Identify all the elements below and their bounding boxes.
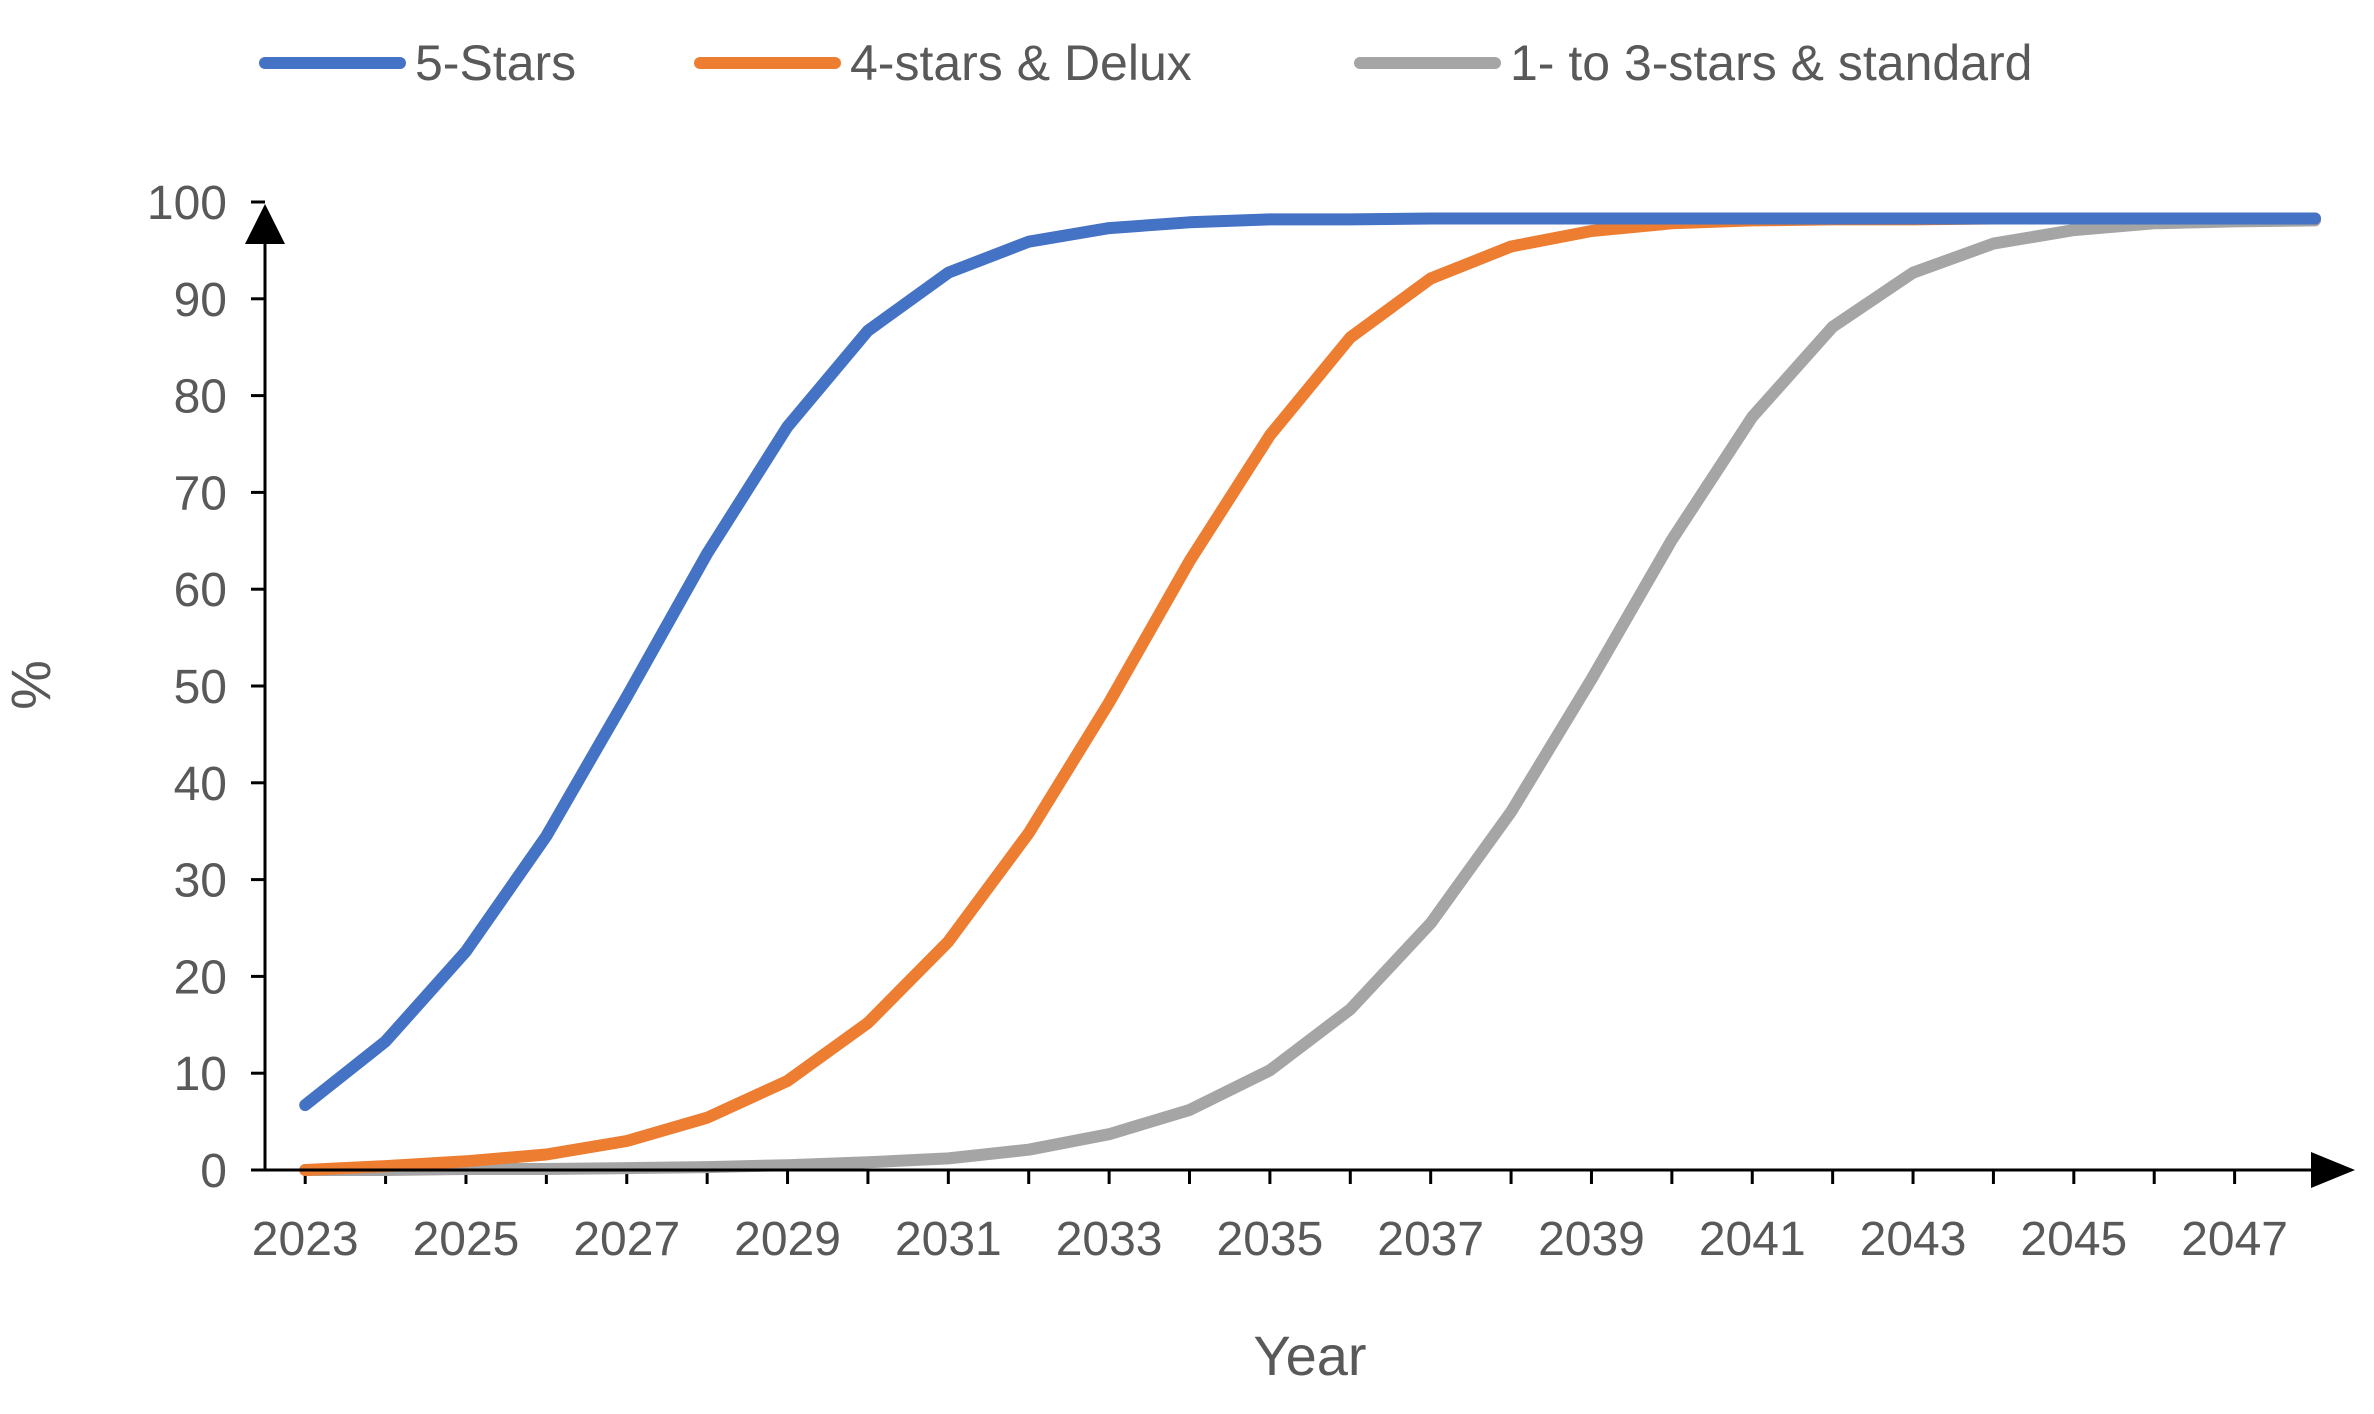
y-tick-label: 70 (174, 467, 227, 520)
x-tick-label: 2033 (1056, 1213, 1163, 1266)
y-tick-label: 10 (174, 1048, 227, 1101)
y-tick-label: 90 (174, 274, 227, 327)
x-tick-label: 2035 (1217, 1213, 1324, 1266)
x-axis-arrow-icon (2311, 1152, 2355, 1188)
legend-item-3: 1- to 3-stars & standard (1354, 35, 2032, 91)
series-layer (299, 212, 2321, 1176)
x-tick-label: 2031 (895, 1213, 1002, 1266)
y-tick-label: 50 (174, 661, 227, 714)
x-tick-label: 2041 (1699, 1213, 1806, 1266)
y-tick-label: 40 (174, 758, 227, 811)
x-tick-label: 2027 (573, 1213, 680, 1266)
y-tick-label: 60 (174, 564, 227, 617)
x-tick-label: 2029 (734, 1213, 841, 1266)
series-line-2 (299, 212, 2321, 1176)
y-tick-label: 30 (174, 855, 227, 908)
legend-label: 5-Stars (415, 35, 576, 91)
series-line-1 (299, 212, 2321, 1112)
series-line-3 (299, 214, 2321, 1176)
y-tick-label: 100 (147, 177, 227, 230)
legend-label: 1- to 3-stars & standard (1510, 35, 2032, 91)
legend-label: 4-stars & Delux (850, 35, 1192, 91)
y-axis-title: % (0, 660, 62, 710)
legend-item-1: 5-Stars (259, 35, 576, 91)
x-axis-title: Year (1253, 1324, 1366, 1387)
x-tick-label: 2047 (2181, 1213, 2288, 1266)
x-tick-label: 2025 (413, 1213, 520, 1266)
x-tick-label: 2045 (2020, 1213, 2127, 1266)
legend: 5-Stars 4-stars & Delux 1- to 3-stars & st… (259, 35, 2032, 91)
y-axis-ticks: 0 10 20 30 40 50 60 70 80 90 100 (147, 177, 265, 1198)
y-axis-arrow-icon (245, 204, 285, 244)
x-tick-label: 2023 (252, 1213, 359, 1266)
legend-item-2: 4-stars & Delux (694, 35, 1192, 91)
x-tick-label: 2039 (1538, 1213, 1645, 1266)
y-tick-label: 0 (200, 1145, 227, 1198)
y-tick-label: 20 (174, 951, 227, 1004)
x-tick-label: 2037 (1377, 1213, 1484, 1266)
y-tick-label: 80 (174, 371, 227, 424)
x-axis-ticks: 2023 2025 2027 2029 2031 2033 2035 2037 2039 2041… (252, 1170, 2317, 1266)
x-tick-label: 2043 (1860, 1213, 1967, 1266)
